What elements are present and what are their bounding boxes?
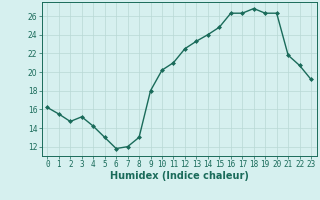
- X-axis label: Humidex (Indice chaleur): Humidex (Indice chaleur): [110, 171, 249, 181]
